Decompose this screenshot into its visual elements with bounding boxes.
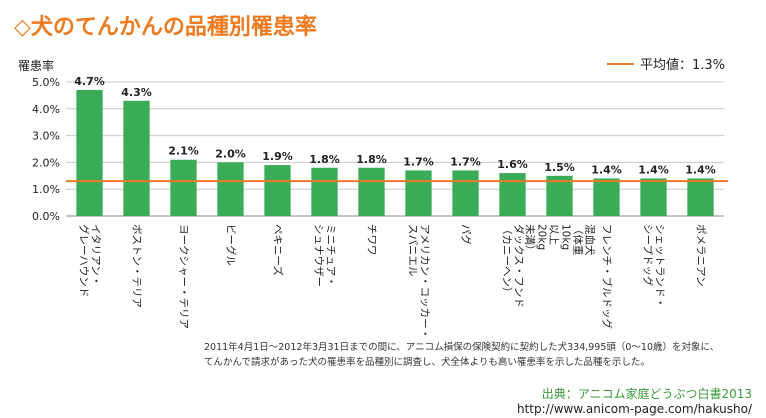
category-label: ミニチュア・ <box>325 224 337 287</box>
value-label: 1.4% <box>591 163 622 176</box>
value-label: 4.3% <box>121 86 152 99</box>
page-title: ◇犬のてんかんの品種別罹患率 <box>14 15 317 40</box>
bar <box>499 173 526 216</box>
category-label: シュナウザー <box>313 224 325 287</box>
value-label: 1.5% <box>544 161 575 174</box>
value-label: 1.7% <box>403 155 434 168</box>
category-label: ペキニーズ <box>272 224 285 276</box>
value-label: 1.9% <box>262 150 293 163</box>
value-label: 1.8% <box>309 153 340 166</box>
category-label: （体重 <box>572 224 585 256</box>
bar <box>311 167 338 216</box>
category-label: スパニエル <box>407 224 419 277</box>
y-tick-label: 2.0% <box>32 156 60 169</box>
category-label: 10kg <box>560 224 572 250</box>
bar <box>76 90 103 216</box>
category-label: チワワ <box>366 224 378 256</box>
bar <box>593 178 620 216</box>
value-label: 2.0% <box>215 147 246 160</box>
category-label: 以上 <box>548 224 560 245</box>
category-label: グレーハウンド <box>78 224 91 297</box>
category-label: ボストン・テリア <box>131 224 143 308</box>
value-label: 4.7% <box>74 75 105 88</box>
value-label: 1.8% <box>356 153 387 166</box>
category-label: パグ <box>460 224 473 245</box>
bar <box>123 100 150 216</box>
category-label: イタリアン・ <box>90 224 102 286</box>
value-label: 1.4% <box>638 163 669 176</box>
y-tick-label: 4.0% <box>32 103 60 116</box>
y-tick-labels: 0.0% 1.0% 2.0% 3.0% 4.0% 5.0% <box>32 76 60 223</box>
source-credit: 出典：アニコム家庭どうぶつ白書2013 <box>541 387 752 401</box>
category-label: 20kg <box>536 224 548 250</box>
value-label: 2.1% <box>168 145 199 158</box>
note-line-1: 2011年4月1日〜2012年3月31日までの間に、アニコム損保の保険契約に契約… <box>204 342 720 353</box>
category-label: ポメラニアン <box>695 224 707 287</box>
category-label: 未満） <box>524 224 536 256</box>
bar <box>358 167 385 216</box>
y-tick-label: 1.0% <box>32 183 60 196</box>
value-labels: 4.7% 4.3% 2.1% 2.0% 1.9% 1.8% 1.8% 1.7% 1.7% 1.6%… <box>74 75 716 176</box>
category-label: ダックス・フンド <box>513 224 526 308</box>
y-tick-label: 5.0% <box>32 76 60 89</box>
bars <box>76 90 714 216</box>
bar <box>217 162 244 216</box>
gridlines <box>66 81 724 217</box>
category-label: アメリカン・コッカー・ <box>419 224 431 339</box>
category-label: 混血犬 <box>584 224 597 256</box>
bar <box>640 178 667 216</box>
legend-label: 平均値：1.3% <box>640 57 725 73</box>
bar <box>546 175 573 216</box>
category-label: シープドッグ <box>642 224 655 287</box>
x-category-labels: イタリアン・グレーハウンド ボストン・テリア ヨークシャー・テリア ビーグル ペキニーズ… <box>78 224 707 339</box>
category-label: シェットランド・ <box>654 224 666 308</box>
bar <box>405 170 432 216</box>
bar <box>452 170 479 216</box>
y-axis-label: 罹患率 <box>18 58 54 73</box>
source-url[interactable]: http://www.anicom-page.com/hakusho/ <box>516 402 752 416</box>
category-label: ビーグル <box>225 224 238 266</box>
y-tick-label: 0.0% <box>32 210 60 223</box>
bar <box>264 165 291 216</box>
category-label: フレンチ・ブルドッグ <box>601 224 614 329</box>
y-tick-label: 3.0% <box>32 130 60 143</box>
legend: 平均値：1.3% <box>607 57 725 73</box>
note-line-2: てんかんで請求があった犬の罹患率を品種別に調査し、犬全体よりも高い罹患率を示した… <box>204 357 650 368</box>
value-label: 1.7% <box>450 155 481 168</box>
category-label: ヨークシャー・テリア <box>178 224 190 329</box>
category-label: （カニーヘン） <box>501 224 513 298</box>
value-label: 1.6% <box>497 158 528 171</box>
value-label: 1.4% <box>685 163 716 176</box>
bar <box>687 178 714 216</box>
bar <box>170 159 197 216</box>
